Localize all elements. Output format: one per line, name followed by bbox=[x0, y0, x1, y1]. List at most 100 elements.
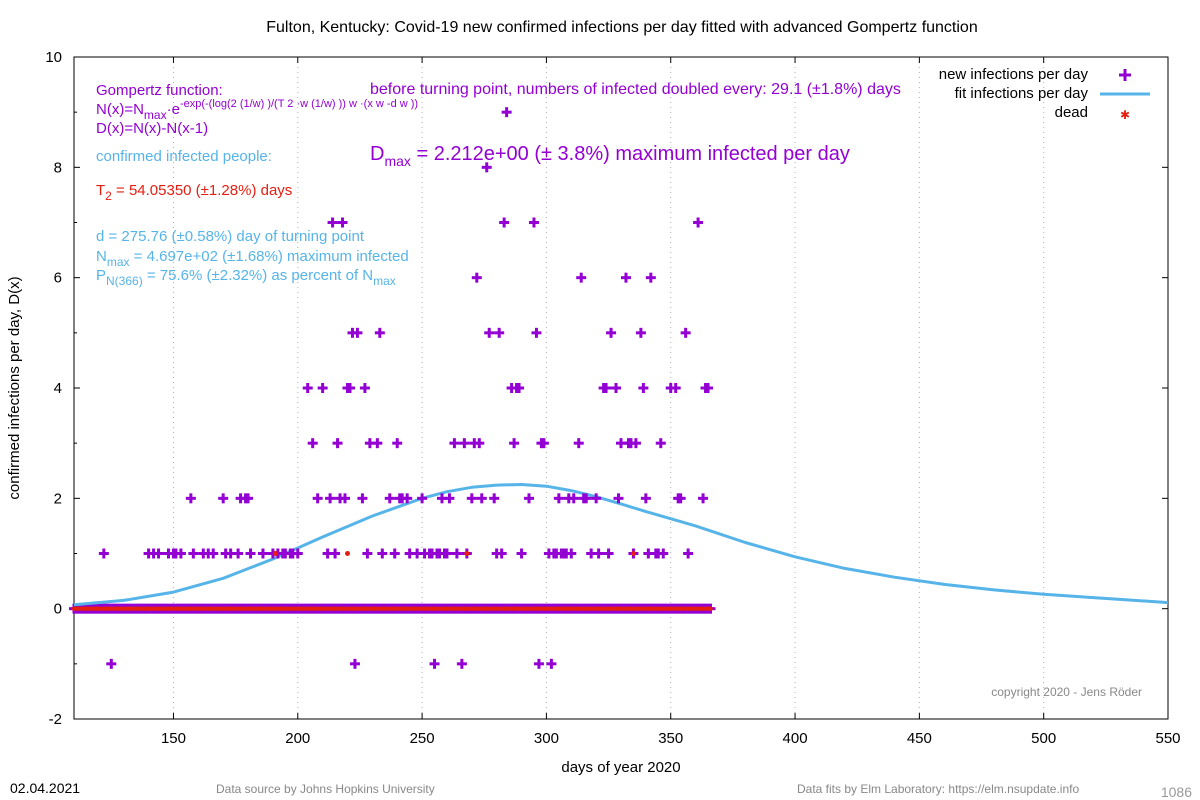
new-infection-point bbox=[312, 493, 323, 504]
new-infection-point bbox=[499, 217, 510, 228]
new-infection-point bbox=[658, 548, 669, 559]
new-infection-point bbox=[392, 438, 403, 449]
new-infection-point bbox=[292, 548, 303, 559]
new-infection-point bbox=[703, 383, 714, 393]
new-infection-point bbox=[516, 548, 527, 559]
new-infection-point bbox=[474, 438, 485, 449]
new-infection-point bbox=[352, 327, 363, 338]
new-infection-point bbox=[332, 438, 343, 449]
new-infection-point bbox=[456, 658, 467, 669]
new-infection-point bbox=[573, 438, 584, 449]
new-infection-point bbox=[359, 383, 370, 393]
t2-annotation: T2 = 54.05350 (±1.28%) days bbox=[96, 182, 292, 203]
new-infection-point bbox=[357, 493, 368, 504]
new-infection-point bbox=[496, 548, 507, 559]
new-infection-point bbox=[635, 327, 646, 338]
legend-label-new-infections: new infections per day bbox=[939, 66, 1089, 83]
new-infection-point bbox=[581, 493, 592, 504]
new-infection-point bbox=[449, 438, 460, 449]
new-infection-point bbox=[466, 493, 477, 504]
x-tick-label: 350 bbox=[658, 730, 683, 747]
new-infection-point bbox=[638, 383, 649, 393]
dmax-annotation: Dmax = 2.212e+00 (± 3.8%) maximum infect… bbox=[370, 143, 850, 169]
new-infection-point bbox=[538, 438, 549, 449]
new-infection-point bbox=[606, 327, 617, 338]
new-infection-point bbox=[620, 272, 631, 283]
x-tick-label: 500 bbox=[1031, 730, 1056, 747]
new-infection-point bbox=[389, 548, 400, 559]
new-infection-point bbox=[509, 438, 520, 449]
doubling-annotation: before turning point, numbers of infecte… bbox=[370, 81, 901, 98]
new-infection-point bbox=[528, 217, 539, 228]
new-infection-point bbox=[683, 548, 694, 559]
new-infection-point bbox=[546, 658, 557, 669]
new-infection-point bbox=[327, 217, 338, 228]
new-infection-point bbox=[591, 493, 602, 504]
new-infection-point bbox=[524, 493, 535, 504]
new-infection-point bbox=[553, 493, 564, 504]
fit-curve bbox=[73, 483, 1169, 607]
legend-marker-new-infections bbox=[1119, 69, 1131, 81]
x-tick-label: 400 bbox=[783, 730, 808, 747]
new-infection-point bbox=[601, 383, 612, 393]
new-infection-point bbox=[611, 383, 622, 393]
zero-dead-point bbox=[708, 606, 713, 611]
x-tick-label: 550 bbox=[1155, 730, 1180, 747]
x-tick-label: 300 bbox=[534, 730, 559, 747]
new-infection-point bbox=[302, 383, 313, 393]
y-tick-label: 8 bbox=[54, 159, 62, 176]
new-infection-point bbox=[337, 217, 348, 228]
percent-annotation: PN(366) = 75.6% (±2.32%) as percent of N… bbox=[96, 267, 396, 288]
new-infection-point bbox=[459, 438, 470, 449]
x-tick-label: 200 bbox=[285, 730, 310, 747]
new-infection-point bbox=[429, 658, 440, 669]
new-infection-point bbox=[645, 272, 656, 283]
new-infection-point bbox=[444, 493, 455, 504]
new-infection-point bbox=[384, 493, 395, 504]
new-infection-point bbox=[98, 548, 109, 559]
new-infection-point bbox=[340, 493, 351, 504]
new-infection-point bbox=[106, 658, 117, 669]
footer-source: Data source by Johns Hopkins University bbox=[216, 782, 435, 796]
new-infection-point bbox=[655, 438, 666, 449]
new-infection-point bbox=[372, 438, 383, 449]
new-infection-point bbox=[693, 217, 704, 228]
new-infection-point bbox=[630, 438, 641, 449]
dead-point bbox=[464, 551, 470, 556]
dead-point bbox=[345, 551, 350, 556]
gompertz-title: Gompertz function: bbox=[96, 82, 223, 99]
legend-label-fit: fit infections per day bbox=[955, 85, 1089, 102]
new-infection-point bbox=[257, 548, 268, 559]
y-tick-label: 2 bbox=[54, 490, 62, 507]
new-infection-point bbox=[317, 383, 328, 393]
y-tick-label: 10 bbox=[45, 49, 62, 66]
dead-point bbox=[272, 551, 278, 556]
confirmed-label: confirmed infected people: bbox=[96, 148, 272, 165]
new-infection-point bbox=[374, 327, 385, 338]
new-infection-point bbox=[330, 548, 341, 559]
new-infection-point bbox=[489, 493, 500, 504]
new-infection-point bbox=[670, 383, 681, 393]
new-infection-point bbox=[501, 107, 512, 118]
dead-point bbox=[630, 551, 636, 556]
chart-title: Fulton, Kentucky: Covid-19 new confirmed… bbox=[266, 19, 977, 36]
copyright-text: copyright 2020 - Jens Röder bbox=[991, 685, 1142, 699]
x-tick-label: 150 bbox=[161, 730, 186, 747]
new-infection-point bbox=[593, 548, 604, 559]
x-tick-label: 250 bbox=[410, 730, 435, 747]
y-tick-label: 0 bbox=[54, 601, 62, 618]
new-infection-point bbox=[245, 548, 256, 559]
new-infection-point bbox=[675, 493, 686, 504]
new-infection-point bbox=[476, 493, 487, 504]
new-infection-point bbox=[362, 548, 373, 559]
new-infection-point bbox=[307, 438, 318, 449]
new-infection-point bbox=[233, 548, 244, 559]
fit-curve-layer bbox=[73, 483, 1169, 607]
new-infection-point bbox=[533, 658, 544, 669]
y-axis-label: confirmed infections per day, D(x) bbox=[6, 276, 23, 499]
new-infection-point bbox=[377, 548, 388, 559]
new-infection-point bbox=[640, 493, 651, 504]
y-tick-label: -2 bbox=[49, 711, 62, 728]
x-axis-label: days of year 2020 bbox=[561, 759, 680, 776]
